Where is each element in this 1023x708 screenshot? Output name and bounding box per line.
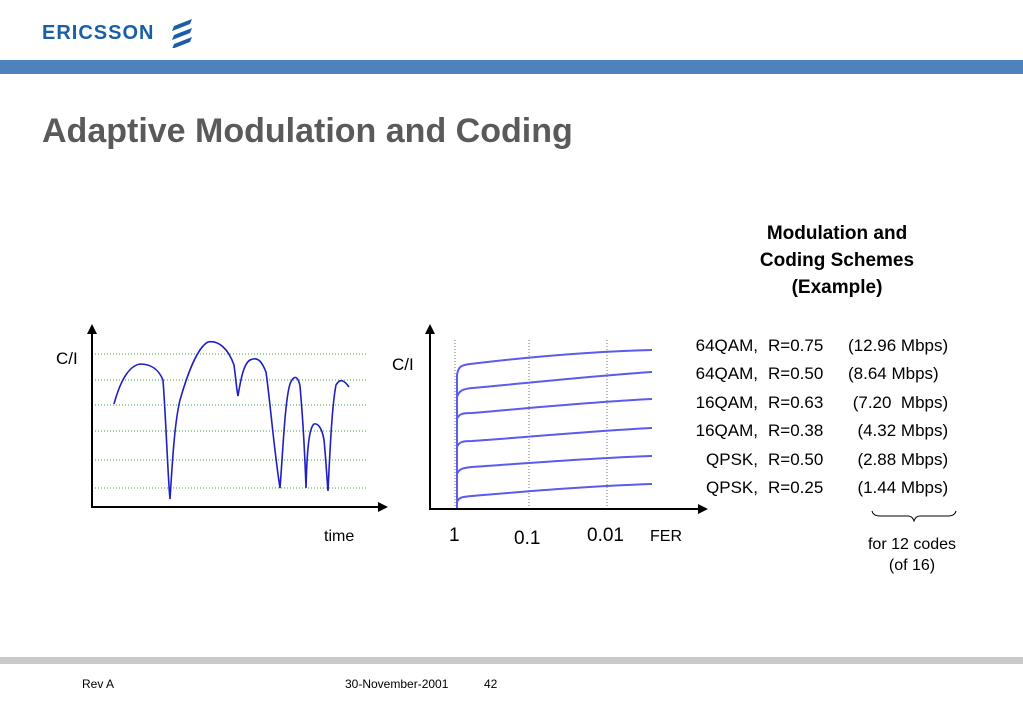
brace-icon [871, 510, 957, 523]
threshold-gridlines [92, 353, 368, 489]
y-axis-arrow [425, 324, 435, 334]
mcs-bitrate: (12.96 Mbps) [848, 336, 949, 355]
mcs-rate: R=0.63 [768, 392, 824, 412]
mcs-rate: R=0.50 [768, 449, 824, 469]
fer-tick-0.01: 0.01 [587, 525, 624, 546]
mcs-heading-line: Modulation and [766, 223, 908, 244]
mcs-row: QPSK, R=0.50 (2.88 Mbps) [692, 446, 958, 474]
mcs-heading: Modulation and Coding Schemes (Example) [732, 220, 942, 301]
mcs-list: 64QAM, R=0.75 (12.96 Mbps) 64QAM, R=0.50… [692, 332, 958, 502]
mcs-modulation: 16QAM, [695, 392, 758, 412]
left-xlabel: time [324, 528, 354, 545]
logo-text: ERICSSON [42, 21, 155, 44]
x-axis-arrow [698, 504, 708, 514]
mcs-bitrate: (2.88 Mbps) [848, 449, 949, 469]
ericsson-logo: ERICSSON [42, 18, 196, 48]
mcs-modulation: QPSK, [706, 449, 758, 469]
mcs-modulation: 64QAM, [695, 364, 758, 384]
codes-note: for 12 codes (of 16) [852, 534, 972, 576]
slide-title: Adaptive Modulation and Coding [42, 112, 573, 150]
x-axis-arrow [378, 502, 388, 512]
codes-note-line: for 12 codes [867, 536, 957, 553]
mcs-fer-curves [456, 349, 653, 508]
mcs-curve-16qam-063 [456, 398, 653, 508]
mcs-curve-64qam-075 [456, 349, 653, 508]
cir-signal-curve [113, 340, 350, 500]
footer-bar [0, 657, 1023, 664]
mcs-rate: R=0.38 [768, 421, 824, 441]
mcs-row: 64QAM, R=0.50 (8.64 Mbps) [692, 360, 958, 388]
ericsson-logo-icon [172, 19, 193, 48]
mcs-rate: R=0.25 [768, 478, 824, 498]
header-bar [0, 60, 1023, 74]
mcs-bitrate: (4.32 Mbps) [848, 421, 949, 441]
mcs-bitrate: (7.20 Mbps) [848, 392, 949, 412]
fer-tick-0.1: 0.1 [514, 528, 540, 549]
mcs-curve-16qam-038 [456, 427, 653, 508]
mcs-heading-line: Coding Schemes [759, 250, 915, 271]
fer-vs-cir-chart: C/I 1 0.1 0.01 FER [392, 324, 708, 549]
mcs-bitrate: (8.64 Mbps) [848, 364, 939, 384]
mcs-rate: R=0.50 [768, 364, 824, 384]
mcs-row: 16QAM, R=0.38 (4.32 Mbps) [692, 417, 958, 445]
mcs-curve-qpsk-050 [456, 455, 653, 508]
left-ylabel: C/I [56, 349, 78, 368]
codes-note-line: (of 16) [888, 557, 936, 574]
mcs-curve-64qam-050 [456, 371, 653, 508]
mcs-curve-qpsk-025 [456, 483, 653, 508]
mcs-row: 64QAM, R=0.75 (12.96 Mbps) [692, 332, 958, 360]
footer-revision: Rev A [82, 677, 115, 691]
mcs-row: 16QAM, R=0.63 (7.20 Mbps) [692, 389, 958, 417]
fer-tick-1: 1 [449, 525, 460, 546]
cir-over-time-chart: C/I time [56, 324, 388, 545]
mcs-bitrate: (1.44 Mbps) [848, 478, 949, 498]
right-xlabel: FER [650, 528, 682, 545]
mcs-modulation: 64QAM, [695, 336, 758, 355]
mcs-modulation: 16QAM, [695, 421, 758, 441]
footer-date: 30-November-2001 [345, 677, 449, 691]
footer-page-number: 42 [484, 677, 498, 691]
right-ylabel: C/I [392, 355, 414, 374]
y-axis-arrow [87, 324, 97, 334]
mcs-modulation: QPSK, [706, 478, 758, 498]
mcs-row: QPSK, R=0.25 (1.44 Mbps) [692, 474, 958, 502]
mcs-rate: R=0.75 [768, 336, 824, 355]
mcs-heading-line: (Example) [791, 277, 883, 298]
fer-gridlines [454, 340, 608, 508]
